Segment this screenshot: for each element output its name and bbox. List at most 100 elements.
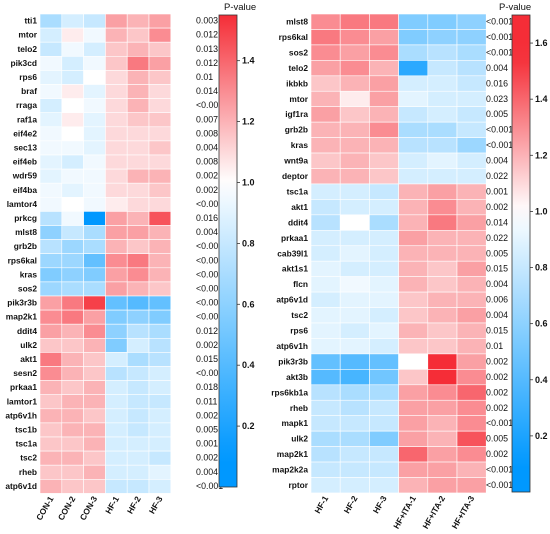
- row-label: sos2: [289, 47, 308, 57]
- heatmap-cell: [126, 253, 150, 269]
- heatmap-cell: [126, 225, 150, 240]
- heatmap-cell: [148, 253, 172, 269]
- colorbar-tick-label: 0.2: [535, 431, 548, 441]
- colorbar-tick-label: 0.4: [242, 360, 255, 370]
- row-label: sec13: [14, 142, 38, 152]
- row-label: telo2: [288, 63, 308, 73]
- heatmap-cell: [105, 337, 128, 353]
- heatmap-cell: [427, 415, 458, 432]
- heatmap-row: rheb 0.004: [19, 464, 218, 480]
- heatmap-cell: [83, 27, 106, 43]
- heatmap-cell: [126, 239, 150, 255]
- heatmap-cell: [105, 182, 128, 198]
- heatmap-panel-2: mlst8 <0.001 rps6kal <0.001 sos2 <0.001 telo2 0…: [271, 2, 547, 530]
- heatmap-row: mlst8 <0.001: [286, 13, 513, 30]
- heatmap-cell: [39, 154, 63, 170]
- heatmap-cell: [427, 60, 458, 77]
- p-value-label: 0.002: [486, 403, 508, 413]
- colorbar-tick-label: 1.0: [535, 206, 548, 216]
- p-value-label: <0.001: [196, 283, 223, 293]
- heatmap-row: sesn2 <0.001: [13, 366, 223, 381]
- heatmap-cell: [39, 478, 63, 494]
- heatmap-cell: [310, 338, 341, 355]
- heatmap-cell: [126, 295, 150, 311]
- row-label: ulk2: [291, 434, 308, 444]
- p-value-label: 0.008: [196, 157, 218, 167]
- heatmap-cell: [427, 214, 458, 231]
- row-label: wnt9a: [283, 156, 308, 166]
- heatmap-cell: [39, 267, 63, 283]
- heatmap-cell: [126, 478, 150, 494]
- column-label: CON-3: [78, 494, 100, 522]
- heatmap-cell: [39, 450, 63, 466]
- heatmap-cell: [83, 323, 106, 339]
- heatmap-row: tsc1a 0.001: [287, 183, 508, 200]
- heatmap-cell: [148, 84, 172, 99]
- heatmap-cell: [83, 380, 106, 396]
- p-value-label: 0.01: [196, 72, 213, 82]
- heatmap-cell: [83, 140, 106, 156]
- heatmap-cell: [427, 90, 458, 107]
- row-label: mtor: [289, 94, 308, 104]
- heatmap-cell: [456, 13, 487, 30]
- heatmap-cell: [83, 309, 106, 325]
- row-label: braf: [21, 86, 37, 96]
- heatmap-cell: [369, 199, 399, 216]
- p-value-label: <0.001: [196, 368, 223, 378]
- heatmap-cell: [61, 366, 84, 381]
- heatmap-cell: [83, 168, 106, 184]
- heatmap-cell: [427, 152, 458, 169]
- heatmap-row: ddit4 0.012: [17, 323, 218, 339]
- p-value-label: <0.001: [196, 100, 223, 110]
- row-label: prkaa1: [281, 233, 308, 243]
- heatmap-cell: [105, 140, 128, 156]
- heatmap-row: akt1 0.002: [291, 199, 508, 216]
- heatmap-cell: [39, 225, 63, 240]
- heatmap-row: rheb 0.002: [290, 399, 508, 416]
- heatmap-cell: [310, 353, 341, 370]
- heatmap-cell: [339, 260, 370, 277]
- heatmap-cell: [398, 214, 429, 231]
- column-label: HF-1: [103, 494, 121, 515]
- row-label: grb2b: [14, 241, 37, 251]
- column-label: HF-3: [147, 494, 165, 515]
- heatmap-cell: [369, 322, 399, 339]
- heatmap-cell: [369, 260, 399, 277]
- heatmap-cell: [61, 140, 84, 156]
- heatmap-cell: [105, 436, 128, 452]
- heatmap-cell: [105, 27, 128, 43]
- heatmap-cell: [148, 154, 172, 170]
- row-label: eif4ba: [13, 185, 38, 195]
- heatmap-cell: [126, 366, 150, 381]
- heatmap-row: map2k1 0.002: [277, 446, 508, 463]
- heatmap-cell: [83, 98, 106, 113]
- heatmap-cell: [148, 27, 172, 43]
- colorbar-tick-label: 1.4: [535, 94, 548, 104]
- p-value-label: <0.001: [196, 199, 223, 209]
- heatmap-cell: [105, 168, 128, 184]
- p-value-label: 0.005: [486, 248, 508, 258]
- heatmap-cell: [310, 399, 341, 416]
- p-value-label: 0.002: [196, 453, 218, 463]
- heatmap-cell: [148, 380, 172, 396]
- colorbar-tick-label: 1.2: [242, 117, 255, 127]
- heatmap-cell: [398, 152, 429, 169]
- heatmap-cell: [61, 126, 84, 142]
- heatmap-cell: [148, 295, 172, 311]
- row-label: mtor: [18, 30, 37, 40]
- heatmap-cell: [369, 477, 399, 494]
- heatmap-cell: [105, 84, 128, 99]
- heatmap-cell: [148, 478, 172, 494]
- heatmap-row: atp6v1h 0.002: [5, 408, 218, 424]
- heatmap-cell: [427, 260, 458, 277]
- row-label: pik3r3b: [278, 356, 308, 366]
- heatmap-cell: [339, 399, 370, 416]
- heatmap-cell: [126, 70, 150, 85]
- heatmap-cell: [126, 323, 150, 339]
- heatmap-cell: [61, 422, 84, 438]
- heatmap-cell: [148, 168, 172, 184]
- colorbar-tick-label: 0.4: [535, 375, 548, 385]
- heatmap-cell: [61, 211, 84, 226]
- column-label: HF+ITA-1: [391, 494, 418, 531]
- column-label: CON-1: [34, 494, 56, 522]
